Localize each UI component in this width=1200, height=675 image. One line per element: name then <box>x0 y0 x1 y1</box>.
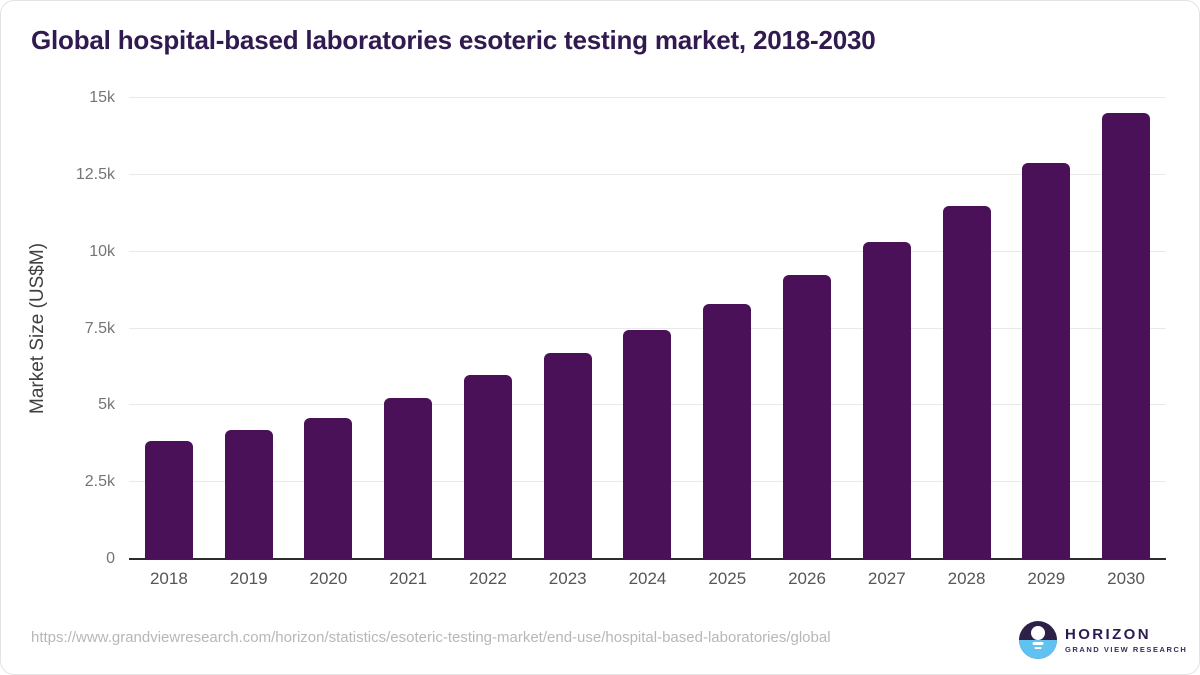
y-tick-15k: 15k <box>89 89 115 106</box>
bar-2019[interactable] <box>224 429 273 559</box>
bar-slot-2029 <box>1006 98 1086 559</box>
x-label-2028: 2028 <box>947 569 986 588</box>
bar-slot-2026 <box>767 98 847 559</box>
x-label-2018: 2018 <box>149 569 188 588</box>
x-label-2026: 2026 <box>788 569 826 588</box>
chart-title: Global hospital-based laboratories esote… <box>31 25 876 55</box>
y-tick-12.5k: 12.5k <box>75 165 115 183</box>
logo-subtitle: GRAND VIEW RESEARCH <box>1065 644 1188 654</box>
horizon-logo: HORIZON GRAND VIEW RESEARCH <box>1019 621 1187 659</box>
bar-slot-2030 <box>1086 98 1166 559</box>
bar-slot-2018 <box>129 98 209 559</box>
water-icon <box>1019 640 1057 659</box>
x-label-2023: 2023 <box>548 569 587 588</box>
horizon-logo-icon <box>1019 621 1057 659</box>
x-label-2019: 2019 <box>229 569 268 588</box>
bar-slot-2023 <box>528 98 608 559</box>
logo-name: HORIZON <box>1065 625 1151 643</box>
bar-2027[interactable] <box>862 242 911 559</box>
bar-slot-2021 <box>368 98 448 559</box>
source-url: https://www.grandviewresearch.com/horizo… <box>31 629 831 646</box>
gridline-7.5k <box>129 327 1166 329</box>
bar-2025[interactable] <box>703 303 752 559</box>
logo-text: HORIZON GRAND VIEW RESEARCH <box>1065 625 1188 654</box>
bar-slot-2019 <box>209 98 289 559</box>
gridline-15k <box>129 97 1166 98</box>
x-label-2025: 2025 <box>708 569 747 588</box>
y-tick-10k: 10k <box>89 242 115 260</box>
x-label-2029: 2029 <box>1027 569 1066 588</box>
x-axis-line <box>129 558 1166 560</box>
bar-slot-2024 <box>608 98 688 559</box>
reflection-dash-icon <box>1034 646 1042 649</box>
x-label-2027: 2027 <box>867 569 906 588</box>
x-label-2020: 2020 <box>309 569 348 588</box>
bar-2018[interactable] <box>144 440 193 559</box>
x-label-2030: 2030 <box>1107 569 1145 588</box>
bar-slot-2025 <box>687 98 767 559</box>
bar-slot-2022 <box>448 98 528 559</box>
bar-2026[interactable] <box>783 274 831 559</box>
y-tick-5k: 5k <box>98 396 115 414</box>
y-axis-tick-labels: 0 2.5k 5k 7.5k 10k 12.5k 15k <box>1 89 115 567</box>
y-tick-2.5k: 2.5k <box>84 473 115 491</box>
plot-area <box>129 97 1166 560</box>
sun-icon <box>1031 626 1045 640</box>
y-tick-7.5k: 7.5k <box>84 319 115 337</box>
bar-slot-2020 <box>289 98 369 559</box>
bar-2020[interactable] <box>304 417 353 559</box>
bar-2024[interactable] <box>623 330 672 559</box>
bar-2021[interactable] <box>384 397 433 559</box>
bar-2023[interactable] <box>543 353 592 559</box>
x-axis-tick-labels: 2018 2019 2020 2021 2022 2023 2024 2025 2026 2027… <box>129 569 1166 589</box>
reflection-dash-icon <box>1032 642 1044 645</box>
x-label-2022: 2022 <box>469 569 507 588</box>
y-tick-0: 0 <box>106 550 115 567</box>
bar-slot-2027 <box>847 98 927 559</box>
bar-slot-2028 <box>927 98 1007 559</box>
bar-2028[interactable] <box>942 205 991 559</box>
gridline-10k <box>129 250 1166 252</box>
bar-2022[interactable] <box>463 374 512 559</box>
x-label-2024: 2024 <box>628 569 667 588</box>
x-label-2021: 2021 <box>389 569 428 588</box>
bar-series <box>129 98 1166 559</box>
gridline-12.5k <box>129 173 1166 175</box>
bar-2029[interactable] <box>1022 162 1071 559</box>
bar-2030[interactable] <box>1102 113 1151 559</box>
